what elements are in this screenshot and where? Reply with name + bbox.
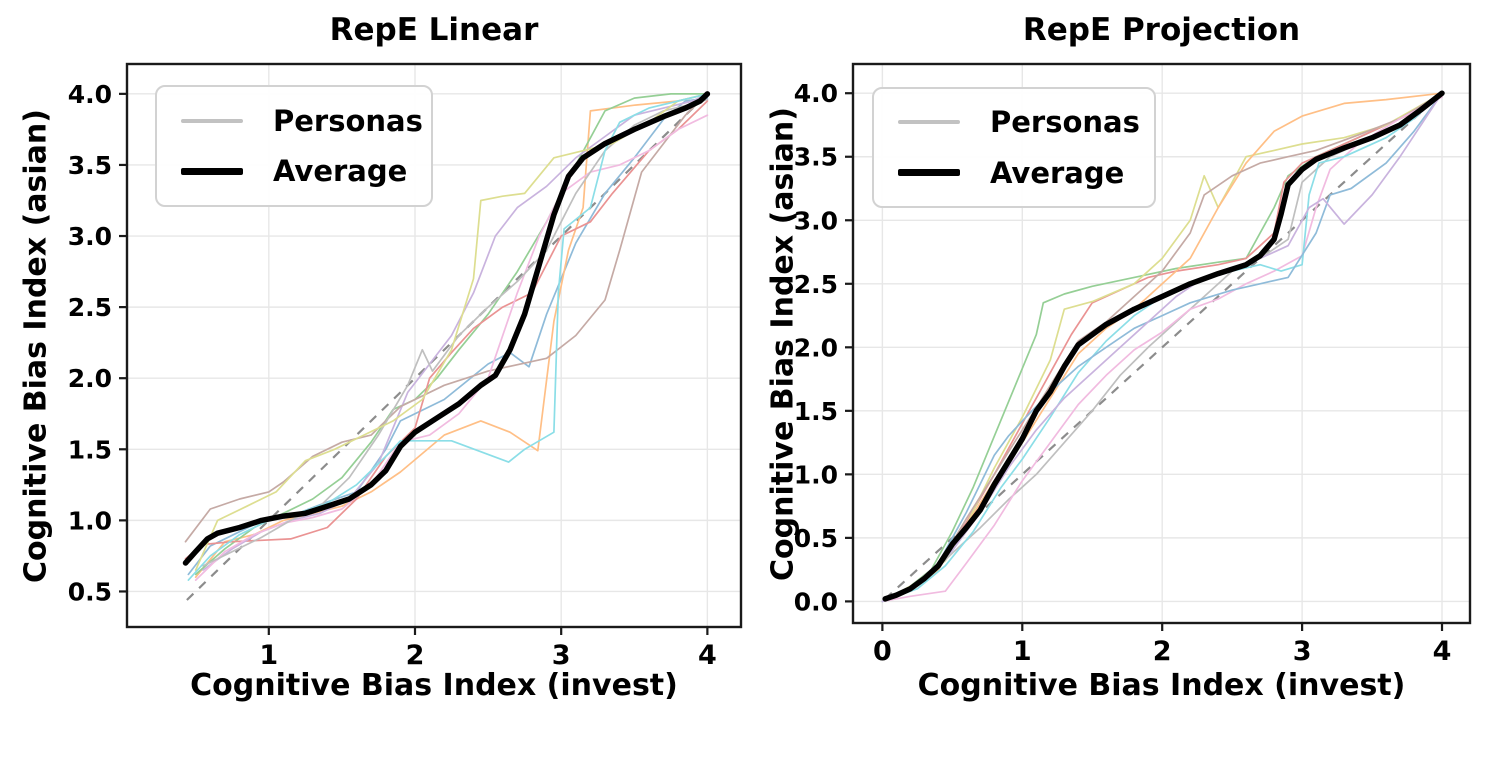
chart-title-repe-projection: RepE Projection bbox=[1022, 12, 1301, 48]
x-tick-label: 0 bbox=[873, 636, 892, 667]
persona-brown-line bbox=[881, 92, 1443, 603]
legend-box: Personas Average bbox=[872, 87, 1156, 208]
x-axis-label: Cognitive Bias Index (invest) bbox=[917, 668, 1406, 703]
x-axis-label: Cognitive Bias Index (invest) bbox=[190, 668, 678, 703]
x-tick-label: 1 bbox=[259, 640, 278, 671]
persona-red-line bbox=[184, 100, 709, 560]
y-tick-label: 0.5 bbox=[794, 524, 838, 553]
x-tick-label: 3 bbox=[552, 640, 571, 671]
x-tick-label: 1 bbox=[1013, 636, 1032, 667]
x-tick-label: 2 bbox=[1153, 636, 1172, 667]
y-tick-label: 3.0 bbox=[68, 222, 112, 251]
legend-item-average: Average bbox=[181, 154, 431, 188]
y-axis-label: Cognitive Bias Index (asian) bbox=[765, 106, 801, 581]
y-tick-label: 0.0 bbox=[794, 587, 838, 616]
chart-panel-repe-projection: 0.0 0.5 1.0 1.5 2.0 2.5 3.0 3.5 4.0 0 1 2 3 4 RepE Pr… bbox=[753, 0, 1506, 770]
legend-item-personas: Personas bbox=[181, 104, 431, 138]
personas-line-sample bbox=[181, 118, 243, 123]
y-axis-label: Cognitive Bias Index (asian) bbox=[18, 108, 54, 583]
chart-title-repe-linear: RepE Linear bbox=[329, 12, 539, 48]
persona-purple-line bbox=[881, 92, 1443, 603]
y-tick-label: 2.5 bbox=[794, 270, 838, 299]
legend-item-average: Average bbox=[898, 156, 1154, 190]
y-tick-label: 4.0 bbox=[794, 79, 838, 108]
average-line-sample bbox=[898, 169, 960, 177]
persona-green-line bbox=[194, 93, 709, 576]
y-tick-label: 1.0 bbox=[68, 506, 112, 535]
x-tick-label: 4 bbox=[1433, 636, 1452, 667]
persona-orange-line bbox=[194, 93, 709, 579]
axes-frame bbox=[125, 62, 743, 629]
persona-brown-line bbox=[184, 93, 709, 543]
x-tick-label: 4 bbox=[698, 640, 717, 671]
persona-olive-line bbox=[881, 92, 1443, 603]
x-tick-label: 3 bbox=[1293, 636, 1312, 667]
legend-label-average: Average bbox=[273, 154, 408, 189]
legend-box: Personas Average bbox=[155, 85, 433, 207]
average-line-sample bbox=[181, 167, 243, 175]
legend-label-personas: Personas bbox=[273, 103, 423, 138]
persona-pink-line bbox=[194, 114, 709, 581]
legend-label-average: Average bbox=[990, 155, 1125, 190]
y-tick-label: 2.0 bbox=[68, 364, 112, 393]
y-tick-label: 3.0 bbox=[794, 206, 838, 235]
persona-pink-line bbox=[881, 96, 1443, 603]
average-line bbox=[182, 91, 711, 566]
y-tick-label: 2.0 bbox=[794, 333, 838, 362]
y-tick-label: 0.5 bbox=[68, 577, 112, 606]
repe-projection-plot: 0.0 0.5 1.0 1.5 2.0 2.5 3.0 3.5 4.0 0 1 2 3 4 bbox=[794, 62, 1472, 667]
x-tick-label: 2 bbox=[406, 640, 425, 671]
y-tick-label: 3.5 bbox=[794, 143, 838, 172]
y-tick-label: 1.5 bbox=[794, 397, 838, 426]
y-tick-label: 3.5 bbox=[68, 151, 112, 180]
y-tick-label: 1.5 bbox=[68, 435, 112, 464]
personas-line-sample bbox=[898, 120, 960, 125]
legend-label-personas: Personas bbox=[990, 105, 1140, 140]
y-tick-label: 4.0 bbox=[68, 80, 112, 109]
y-tick-label: 1.0 bbox=[794, 460, 838, 489]
legend-item-personas: Personas bbox=[898, 105, 1154, 139]
y-tick-label: 2.5 bbox=[68, 293, 112, 322]
average-line bbox=[882, 90, 1445, 602]
chart-panel-repe-linear: 0.5 1.0 1.5 2.0 2.5 3.0 3.5 4.0 1 2 3 4 RepE Linear… bbox=[18, 12, 743, 703]
